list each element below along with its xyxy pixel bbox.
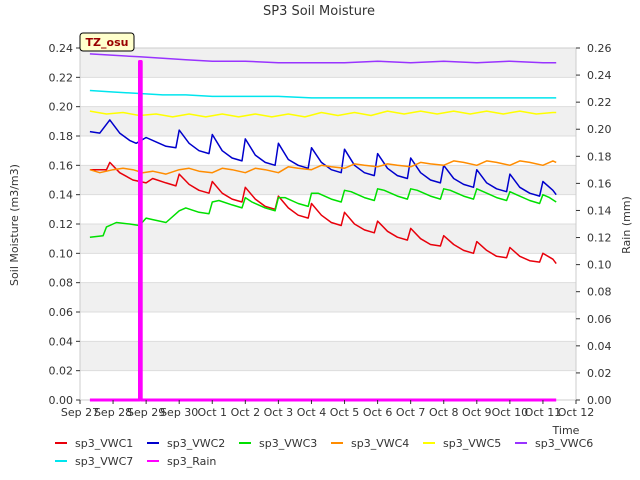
station-badge-box: [79, 32, 135, 52]
y-tick-label: 0.12: [49, 218, 74, 231]
station-badge-label: TZ_osu: [86, 36, 129, 49]
legend-label: sp3_VWC6: [535, 437, 593, 450]
series-line-sp3_Rain: [89, 60, 557, 402]
y-tick-label: 0.02: [49, 365, 74, 378]
legend-label: sp3_VWC2: [167, 437, 225, 450]
y-tick-label: 0.10: [49, 247, 74, 260]
plot-bands: [80, 48, 576, 371]
right-axis: 0.00 0.02 0.04 0.06 0.08 0.10 0.12 0.14 0.16 0.18…: [576, 42, 612, 407]
legend-label: sp3_VWC5: [443, 437, 501, 450]
plot-band: [80, 341, 576, 371]
y-tick-label: 0.22: [49, 71, 74, 84]
x-tick-label: Oct 3: [264, 406, 294, 419]
y2-tick-label: 0.16: [587, 177, 612, 190]
x-tick-label: Oct 2: [231, 406, 261, 419]
series-line-sp3_VWC2: [89, 119, 557, 197]
y-tick-label: 0.24: [49, 42, 74, 55]
y2-tick-label: 0.14: [587, 204, 612, 217]
y-tick-label: 0.14: [49, 189, 74, 202]
x-tick-label: Sep 28: [94, 406, 132, 419]
series-line-sp3_VWC1: [89, 161, 557, 265]
y2-tick-label: 0.08: [587, 286, 612, 299]
legend-label: sp3_VWC1: [75, 437, 133, 450]
y2-tick-label: 0.22: [587, 96, 612, 109]
x-tick-label: Sep 27: [61, 406, 99, 419]
series-line-sp3_VWC7: [89, 89, 557, 99]
plot-band: [80, 282, 576, 312]
station-badge: TZ_osu: [79, 32, 135, 52]
y-tick-label: 0.00: [49, 394, 74, 407]
y2-tick-label: 0.00: [587, 394, 612, 407]
y2-tick-label: 0.04: [587, 340, 612, 353]
y-tick-label: 0.18: [49, 130, 74, 143]
y2-tick-label: 0.20: [587, 123, 612, 136]
legend-label: sp3_VWC7: [75, 455, 133, 468]
x-tick-label: Oct 6: [363, 406, 393, 419]
y-tick-label: 0.16: [49, 159, 74, 172]
y-axis-label: Soil Moisture (m3/m3): [8, 164, 21, 286]
x-tick-label: Sep 29: [127, 406, 165, 419]
x-tick-label: Oct 10: [492, 406, 529, 419]
x-tick-label: Oct 8: [429, 406, 459, 419]
y2-axis-label: Rain (mm): [620, 196, 633, 254]
left-axis: 0.00 0.02 0.04 0.06 0.08 0.10 0.12 0.14 0.16 0.18…: [49, 42, 80, 407]
legend-label: sp3_VWC4: [351, 437, 409, 450]
series-line-sp3_VWC3: [89, 188, 557, 238]
legend-label: sp3_Rain: [167, 455, 216, 468]
chart-title: SP3 Soil Moisture: [263, 4, 375, 19]
x-tick-label: Oct 9: [462, 406, 492, 419]
y2-tick-label: 0.24: [587, 69, 612, 82]
x-tick-label: Oct 5: [330, 406, 360, 419]
x-tick-label: Oct 4: [297, 406, 327, 419]
y-tick-label: 0.04: [49, 335, 74, 348]
y-tick-label: 0.08: [49, 277, 74, 290]
x-tick-label: Oct 11: [525, 406, 562, 419]
legend: sp3_VWC1 sp3_VWC2 sp3_VWC3 sp3_VWC4 sp3_VWC5…: [55, 437, 593, 468]
plot-band: [80, 224, 576, 254]
series-line-sp3_VWC4: [89, 160, 557, 175]
x-axis-label: Time: [552, 424, 580, 437]
plot-band: [80, 165, 576, 195]
series-line-sp3_VWC6: [89, 53, 557, 64]
y-tick-label: 0.20: [49, 101, 74, 114]
y2-tick-label: 0.26: [587, 42, 612, 55]
y2-tick-label: 0.06: [587, 313, 612, 326]
x-tick-label: Oct 7: [396, 406, 426, 419]
series-line-sp3_VWC5: [89, 110, 557, 118]
series-layer: [89, 53, 557, 402]
legend-label: sp3_VWC3: [259, 437, 317, 450]
y2-tick-label: 0.10: [587, 259, 612, 272]
y2-tick-label: 0.02: [587, 367, 612, 380]
y2-tick-label: 0.12: [587, 232, 612, 245]
y-tick-label: 0.06: [49, 306, 74, 319]
y2-tick-label: 0.18: [587, 150, 612, 163]
plot-band: [80, 106, 576, 136]
x-tick-label: Sep 30: [160, 406, 198, 419]
x-tick-label: Oct 1: [198, 406, 228, 419]
x-tick-label: Oct 12: [558, 406, 595, 419]
